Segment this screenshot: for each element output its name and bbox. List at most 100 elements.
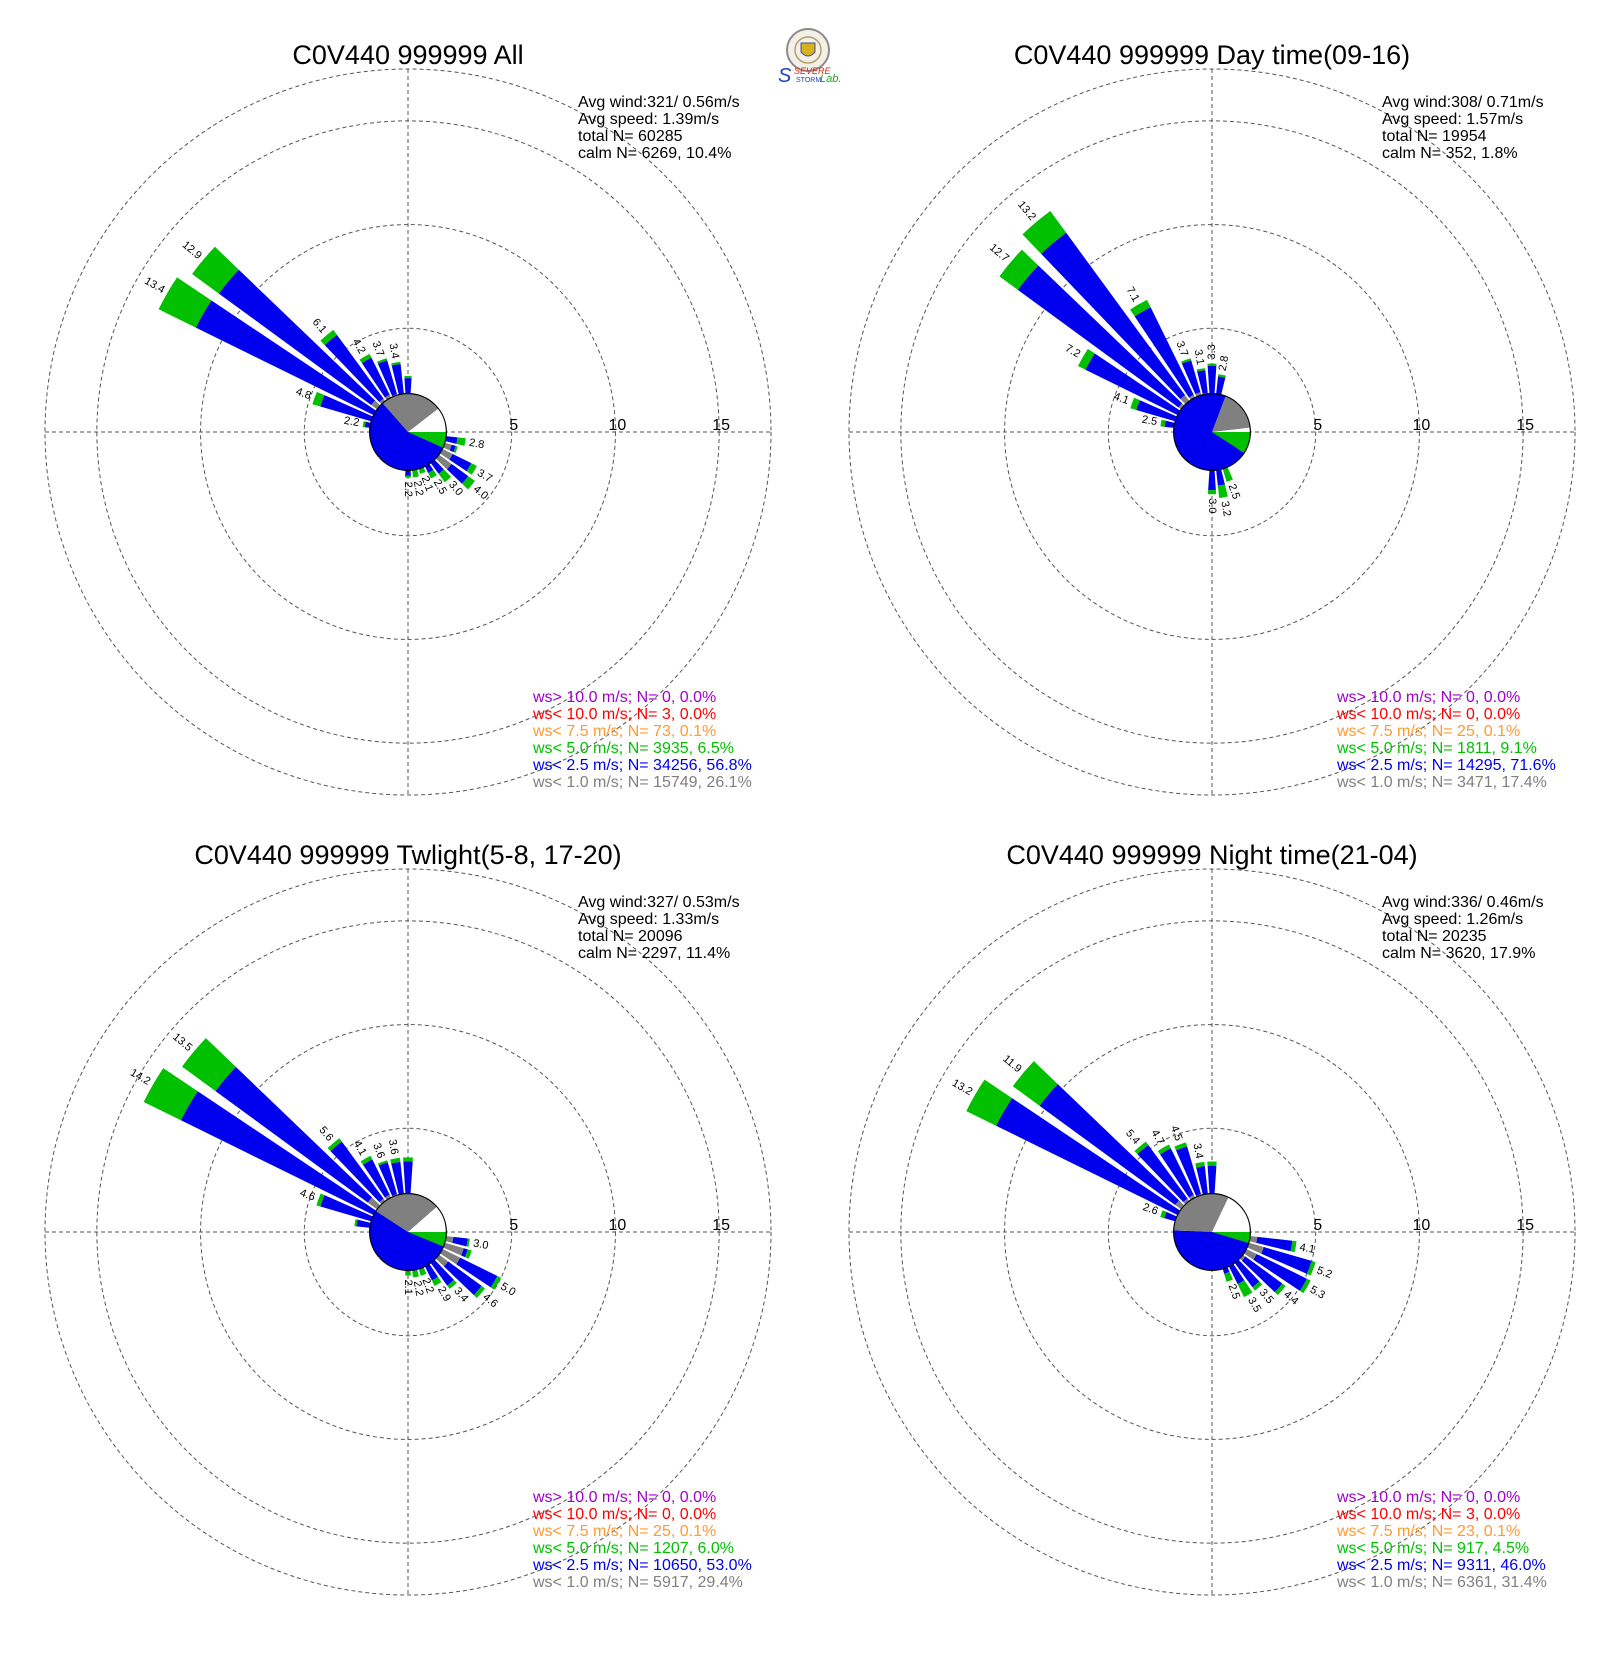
bar-120-seg2 <box>490 1275 502 1290</box>
bar-290-seg2 <box>1130 397 1140 411</box>
pie-slice-calm <box>1212 427 1251 432</box>
pie-slice-lt5 <box>1212 432 1251 453</box>
pie-outline <box>1173 393 1251 471</box>
stat-line-1: Avg wind:308/ 0.71m/s <box>1382 94 1544 111</box>
stat-line-2: Avg speed: 1.26m/s <box>1382 911 1523 928</box>
bar-320-seg1 <box>1137 1144 1188 1203</box>
legend-line-1: ws> 10.0 m/s; N= 0, 0.0% <box>1336 1489 1520 1506</box>
legend-line-3: ws< 7.5 m/s; N= 25, 0.1% <box>532 1523 716 1540</box>
bar-310-seg2 <box>182 1038 236 1092</box>
stat-line-4: calm N= 3620, 17.9% <box>1382 945 1535 962</box>
legend-line-1: ws> 10.0 m/s; N= 0, 0.0% <box>532 1489 716 1506</box>
bar-label-100: 2.8 <box>468 437 485 451</box>
bar-350-seg2 <box>1195 1161 1205 1168</box>
bar-280-seg2 <box>1160 419 1166 427</box>
panel-title: C0V440 999999 Day time(09-16) <box>1014 40 1410 70</box>
panel-title: C0V440 999999 Night time(21-04) <box>1006 840 1417 870</box>
bar-130-seg2 <box>1274 1283 1286 1296</box>
bar-label-0: 3.3 <box>1206 344 1218 359</box>
logo-line3: Lab. <box>820 73 841 85</box>
bar-100-seg2 <box>456 437 466 446</box>
pie-slice-lt5 <box>408 432 447 448</box>
bar-140-seg2 <box>1252 1281 1263 1291</box>
bar-330-seg2 <box>1157 1144 1171 1155</box>
bar-300-seg2 <box>143 1068 198 1121</box>
stat-line-4: calm N= 2297, 11.4% <box>578 945 730 962</box>
bar-330-seg1 <box>1134 307 1194 398</box>
radial-tick-15: 15 <box>1516 1217 1534 1234</box>
radial-tick-10: 10 <box>609 417 627 434</box>
wind-rose-panel-1: C0V440 999999 All2.83.74.03.02.52.12.22.… <box>44 40 772 796</box>
center-pie <box>1173 393 1251 471</box>
pie-slice-lt2_5 <box>369 403 444 471</box>
bar-320-seg2 <box>1022 211 1067 254</box>
bar-10-seg1 <box>1215 376 1226 398</box>
bar-340-seg2 <box>377 1160 388 1166</box>
bar-110-seg1 <box>449 444 456 453</box>
bar-170-seg2 <box>1217 484 1228 498</box>
pie-slice-lt1 <box>382 393 439 432</box>
bar-120-seg1 <box>456 1257 498 1288</box>
bar-label-160: 2.1 <box>419 475 436 493</box>
bar-label-340: 4.5 <box>1168 1124 1185 1142</box>
bar-label-160: 2.5 <box>1226 1282 1243 1300</box>
legend-line-4: ws< 5.0 m/s; N= 3935, 6.5% <box>532 740 734 757</box>
bar-label-100: 3.0 <box>472 1237 489 1251</box>
bar-130-seg1 <box>446 463 469 484</box>
stat-line-4: calm N= 6269, 10.4% <box>578 145 731 162</box>
direction-bars <box>966 1061 1316 1298</box>
radial-tick-15: 15 <box>1516 417 1534 434</box>
bar-label-330: 4.7 <box>1148 1128 1166 1147</box>
bar-170-seg2 <box>412 1270 419 1278</box>
bar-120-seg1 <box>449 453 472 472</box>
bar-label-290: 4.1 <box>1112 391 1130 408</box>
bar-310-seg2 <box>192 246 239 294</box>
bar-130-seg2 <box>461 476 475 490</box>
stat-line-3: total N= 60285 <box>578 128 683 145</box>
direction-bars <box>143 1038 502 1299</box>
bar-160-seg2 <box>418 1268 427 1276</box>
bar-340-seg2 <box>1174 1142 1188 1151</box>
bar-290-seg2 <box>312 391 325 407</box>
pie-slice-lt1 <box>1212 396 1251 432</box>
bar-label-300: 13.2 <box>950 1077 975 1098</box>
bar-350-seg2 <box>1196 368 1206 372</box>
bar-label-120: 5.3 <box>1308 1284 1327 1302</box>
bar-180-seg2 <box>405 1271 411 1276</box>
bar-180-seg2 <box>1207 489 1217 495</box>
bar-label-280: 2.5 <box>1141 414 1158 428</box>
pie-slice-lt1 <box>375 1193 437 1232</box>
bar-110-seg2 <box>464 1249 472 1259</box>
legend-line-4: ws< 5.0 m/s; N= 1811, 9.1% <box>1336 740 1537 757</box>
bar-320-seg2 <box>1134 1141 1149 1155</box>
radial-tick-5: 5 <box>509 1217 518 1234</box>
bar-label-350: 3.1 <box>1192 349 1206 366</box>
bar-label-290: 4.6 <box>298 1187 316 1204</box>
bar-110-seg1 <box>461 1248 468 1258</box>
bar-300-seg2 <box>158 277 212 328</box>
bar-310-seg1 <box>1017 265 1183 408</box>
bar-150-seg2 <box>431 1276 442 1286</box>
bar-320-seg1 <box>324 334 384 403</box>
radial-tick-5: 5 <box>1313 1217 1322 1234</box>
bar-330-seg2 <box>359 353 372 364</box>
bar-140-seg2 <box>447 1279 457 1289</box>
legend-line-3: ws< 7.5 m/s; N= 73, 0.1% <box>532 723 716 740</box>
bar-label-290: 2.6 <box>1141 1201 1159 1218</box>
legend-line-3: ws< 7.5 m/s; N= 23, 0.1% <box>1336 1523 1520 1540</box>
bar-290-seg1 <box>320 395 384 425</box>
bar-330-seg1 <box>1160 1148 1194 1198</box>
bar-130-seg2 <box>473 1285 485 1299</box>
bar-290-seg2 <box>1160 1210 1167 1219</box>
stat-line-3: total N= 20096 <box>578 928 683 945</box>
bar-label-170: 2.2 <box>411 1280 425 1297</box>
radial-tick-10: 10 <box>609 1217 627 1234</box>
pie-slice-lt5 <box>1212 1232 1251 1244</box>
bar-0-seg2 <box>404 375 412 379</box>
bar-280-seg2 <box>362 421 366 428</box>
bar-label-310: 11.9 <box>1000 1053 1023 1075</box>
stat-line-4: calm N= 352, 1.8% <box>1382 145 1518 162</box>
logo-shield-icon <box>800 42 816 57</box>
bar-label-300: 7.2 <box>1063 342 1082 360</box>
